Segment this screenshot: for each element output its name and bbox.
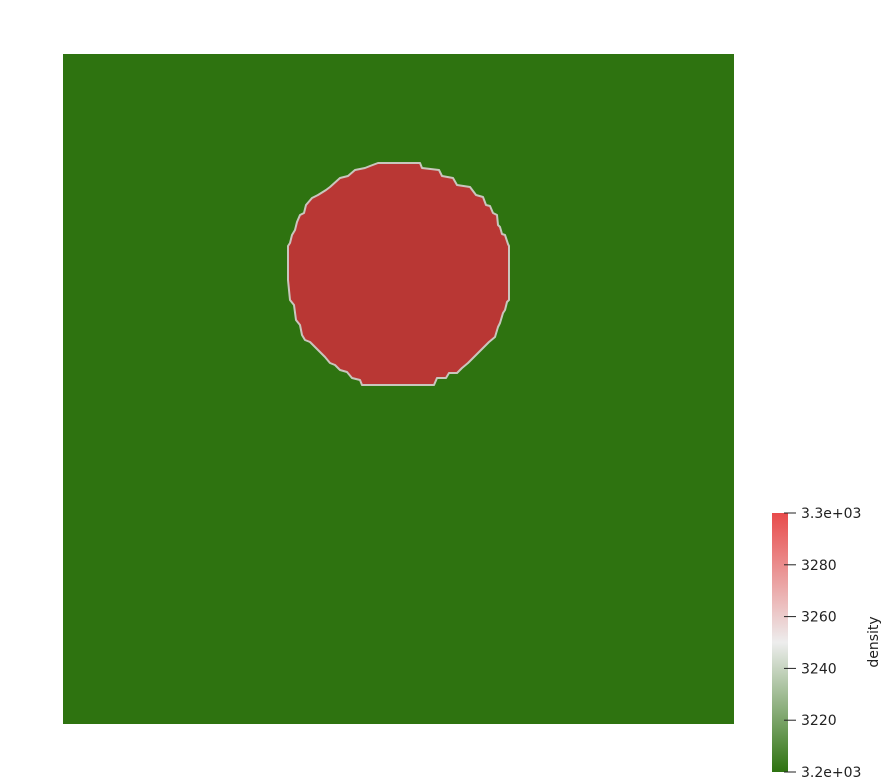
colorbar-tick-label: 3.3e+03 [801,506,861,522]
colorbar-tick-label: 3260 [801,610,837,626]
colorbar-tick-label: 3220 [801,713,837,729]
colorbar: 3.3e+03 3280 3260 3240 3220 3.2e+03 density [772,506,882,781]
dense-inclusion [287,162,510,386]
colorbar-tick-label: 3240 [801,661,837,677]
domain-background [63,54,734,724]
colorbar-tick-label: 3280 [801,558,837,574]
colorbar-gradient [772,513,788,772]
colorbar-title: density [866,616,882,667]
colorbar-tick-label: 3.2e+03 [801,765,861,781]
